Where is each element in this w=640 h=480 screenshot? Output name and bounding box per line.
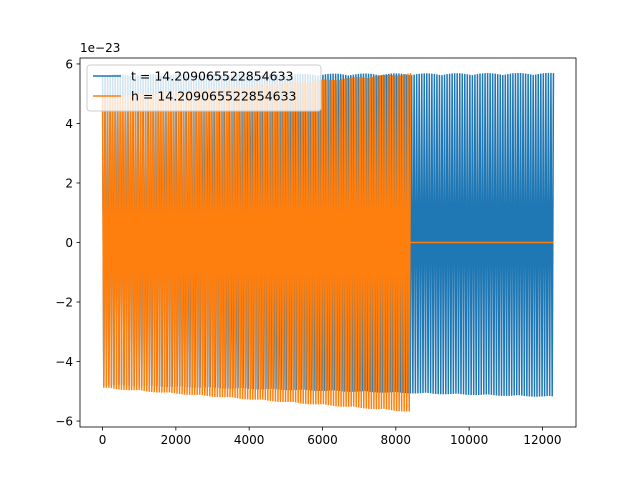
y-tick-label: 4 <box>65 117 73 131</box>
axes: 0 2000 4000 6000 8000 10000 12000 −6 −4 −2 0 2 4 6 <box>55 57 577 447</box>
y-tick-label: 0 <box>65 236 73 250</box>
legend-label: t = 14.209065522854633 <box>131 69 294 84</box>
y-tick-label: −2 <box>55 296 73 310</box>
y-tick-label: 6 <box>65 57 73 71</box>
x-tick-label: 2000 <box>161 433 192 447</box>
x-tick-label: 0 <box>99 433 107 447</box>
y-tick-label: −4 <box>55 355 73 369</box>
x-tick-label: 6000 <box>307 433 338 447</box>
x-tick-label: 10000 <box>450 433 488 447</box>
y-offset-text: 1e−23 <box>80 41 120 55</box>
x-tick-label: 4000 <box>234 433 265 447</box>
legend-box <box>86 64 322 112</box>
y-tick-label: −6 <box>55 415 73 429</box>
legend-label: h = 14.209065522854633 <box>131 89 297 104</box>
x-tick-label: 12000 <box>523 433 561 447</box>
y-tick-label: 2 <box>65 176 73 190</box>
x-tick-label: 8000 <box>381 433 412 447</box>
plot-area <box>101 72 555 412</box>
legend: t = 14.209065522854633 h = 14.20906552285… <box>86 64 322 112</box>
